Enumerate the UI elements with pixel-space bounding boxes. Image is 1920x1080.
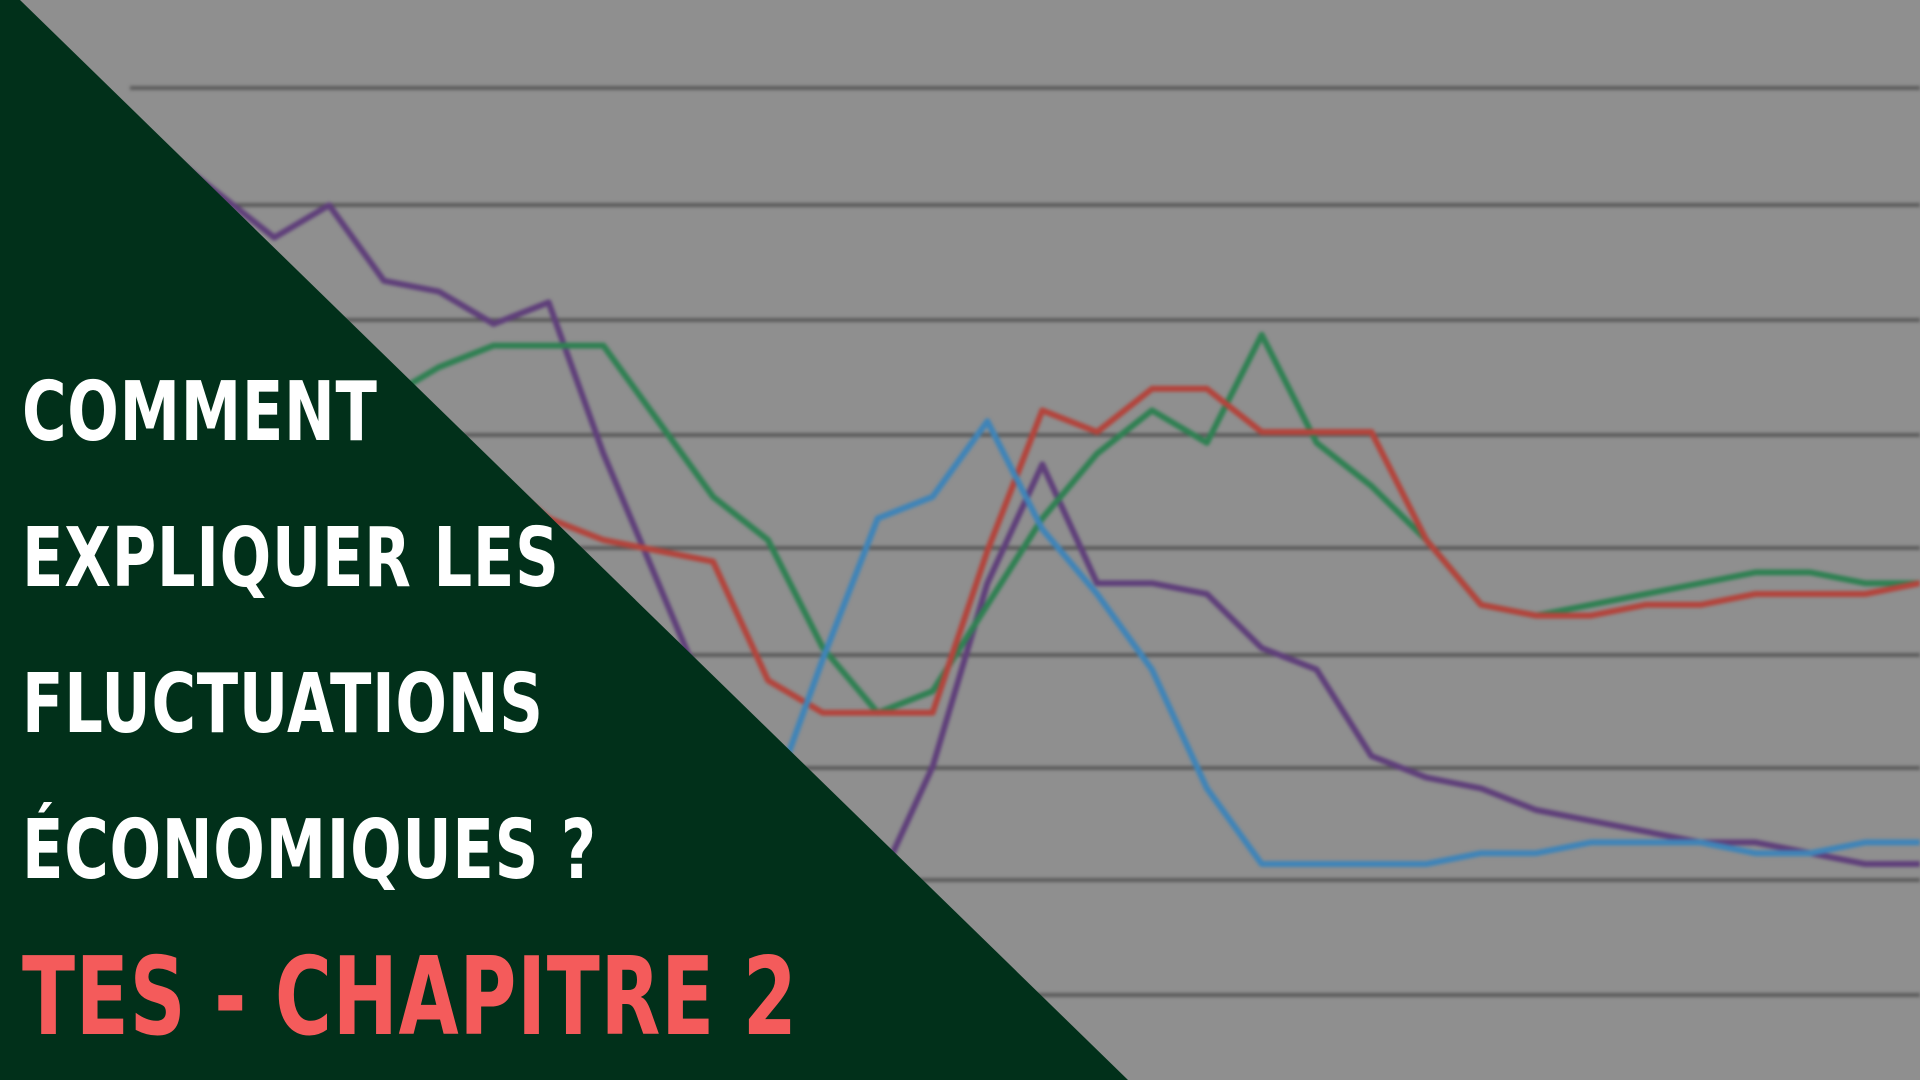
title-line-2: EXPLIQUER LES (22, 511, 560, 606)
chapter-subtitle: TES - CHAPITRE 2 (22, 935, 798, 1060)
series-line-1 (0, 148, 1920, 1029)
title-line-4: ÉCONOMIQUES ? (22, 803, 597, 898)
title-line-3: FLUCTUATIONS (22, 657, 544, 752)
title-line-1: COMMENT (22, 365, 378, 460)
